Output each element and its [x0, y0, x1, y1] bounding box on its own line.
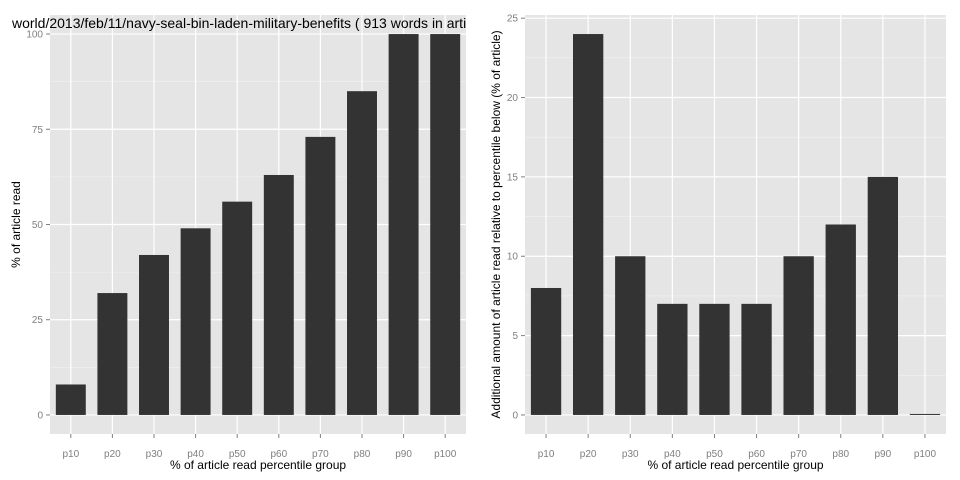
y-tick-label: 25 — [32, 315, 44, 326]
bar-p20 — [97, 293, 128, 415]
right-chart: 0 5 10 15 20 25 p10 p20 p30 p40 p50 p60 p70 p80 p90 p10… — [489, 14, 946, 472]
y-tick-label: 100 — [26, 30, 43, 41]
y-axis-title: Additional amount of article read relati… — [489, 30, 503, 418]
x-tick-label: p90 — [875, 449, 892, 460]
x-tick-label: p80 — [354, 449, 371, 460]
x-tick-label: p10 — [538, 449, 555, 460]
x-tick-label: p100 — [914, 449, 937, 460]
bar-p50 — [222, 201, 253, 415]
x-tick-label: p70 — [312, 449, 329, 460]
left-chart: 0 25 50 75 100 p10 p20 p30 p40 p50 p60 p70 p80 p90 p10… — [9, 15, 466, 472]
x-tick-label: p90 — [395, 449, 412, 460]
x-tick-label: p40 — [187, 449, 204, 460]
x-tick-label: p50 — [706, 449, 723, 460]
bar-p10 — [55, 384, 86, 415]
x-tick-label: p50 — [229, 449, 246, 460]
x-tick-label: p10 — [62, 449, 79, 460]
y-tick-label: 15 — [507, 172, 519, 183]
bar-p40 — [180, 228, 211, 415]
x-tick-label: p60 — [748, 449, 765, 460]
y-tick-label: 10 — [507, 252, 519, 263]
y-tick-label: 0 — [512, 410, 518, 421]
x-tick-label: p70 — [790, 449, 807, 460]
x-tick-label: p20 — [580, 449, 597, 460]
bar-p30 — [139, 254, 169, 415]
bar-p10 — [530, 287, 562, 415]
x-tick-label: p40 — [664, 449, 681, 460]
bar-p80 — [347, 91, 377, 415]
y-tick-label: 50 — [32, 220, 44, 231]
bar-p50 — [699, 303, 730, 415]
x-axis-title: % of article read percentile group — [647, 458, 823, 472]
x-tick-label: p100 — [434, 449, 457, 460]
bar-p100 — [909, 413, 941, 415]
y-tick-label: 75 — [32, 125, 44, 136]
x-axis-title: % of article read percentile group — [170, 458, 346, 472]
bar-p60 — [263, 174, 294, 415]
bar-p20 — [572, 34, 604, 415]
bar-p30 — [615, 256, 646, 415]
bar-p70 — [783, 256, 814, 415]
y-tick-label: 25 — [507, 14, 519, 25]
bar-p90 — [388, 34, 419, 415]
chart-title: world/2013/feb/11/navy-seal-bin-laden-mi… — [11, 15, 466, 31]
bar-p60 — [741, 303, 772, 415]
y-axis-title: % of article read — [9, 181, 23, 268]
x-tick-label: p30 — [146, 449, 163, 460]
bar-p40 — [657, 303, 688, 415]
y-tick-label: 0 — [37, 410, 43, 421]
y-tick-label: 5 — [512, 331, 518, 342]
bar-p100 — [430, 34, 461, 415]
bar-p70 — [305, 136, 336, 415]
y-tick-label: 20 — [507, 93, 519, 104]
x-tick-label: p80 — [832, 449, 849, 460]
bar-p90 — [867, 176, 899, 415]
x-tick-label: p20 — [104, 449, 121, 460]
x-tick-label: p60 — [270, 449, 287, 460]
bar-p80 — [825, 224, 856, 415]
x-tick-label: p30 — [622, 449, 639, 460]
